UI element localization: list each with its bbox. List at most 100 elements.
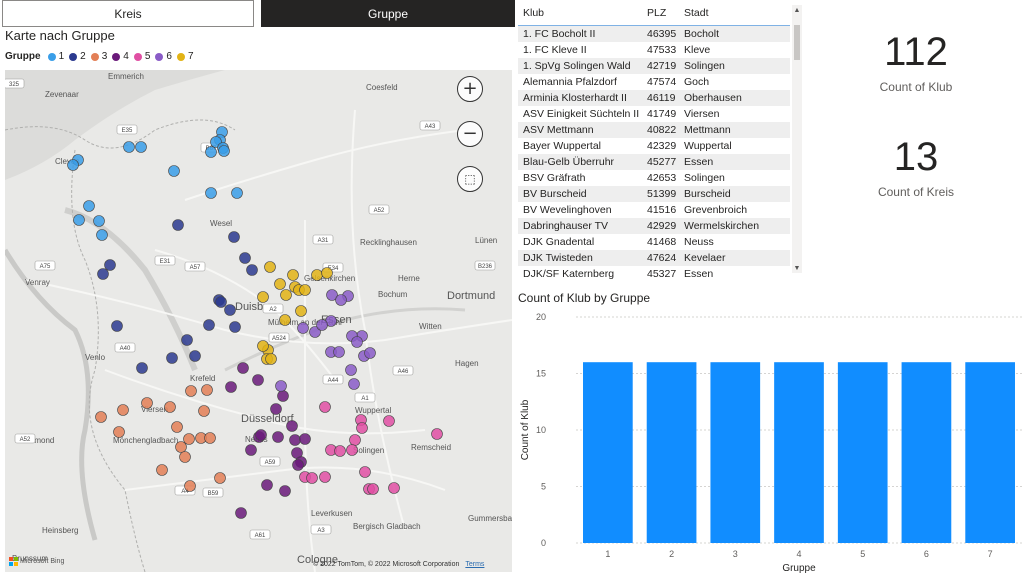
klub-table[interactable]: Klub PLZ Stadt 1. FC Bocholt II 46395 Boch…: [518, 0, 802, 282]
club-marker-group-2[interactable]: [215, 296, 227, 308]
club-marker-group-6[interactable]: [333, 346, 345, 358]
column-header-klub[interactable]: Klub: [523, 6, 545, 19]
club-marker-group-4[interactable]: [292, 459, 304, 471]
bar-gruppe-7[interactable]: [965, 362, 1015, 543]
club-marker-group-2[interactable]: [97, 268, 109, 280]
legend-item-1[interactable]: 1: [47, 51, 64, 62]
club-marker-group-3[interactable]: [113, 426, 125, 438]
club-marker-group-7[interactable]: [257, 291, 269, 303]
select-region-icon[interactable]: ⬚: [457, 166, 483, 192]
bar-gruppe-1[interactable]: [583, 362, 633, 543]
club-marker-group-4[interactable]: [299, 433, 311, 445]
zoom-out-icon[interactable]: −: [457, 121, 483, 147]
table-row[interactable]: Alemannia Pfalzdorf 47574 Goch: [518, 74, 790, 90]
club-marker-group-5[interactable]: [319, 471, 331, 483]
club-marker-group-2[interactable]: [203, 319, 215, 331]
table-row[interactable]: DJK Twisteden 47624 Kevelaer: [518, 250, 790, 266]
legend-item-4[interactable]: 4: [112, 51, 129, 62]
table-row[interactable]: Blau-Gelb Überruhr 45277 Essen: [518, 154, 790, 170]
scroll-up-icon[interactable]: ▲: [793, 6, 801, 14]
club-marker-group-2[interactable]: [228, 231, 240, 243]
club-marker-group-2[interactable]: [166, 352, 178, 364]
table-row[interactable]: DJK/SF Katernberg 45327 Essen: [518, 266, 790, 282]
club-marker-group-4[interactable]: [237, 362, 249, 374]
club-marker-group-2[interactable]: [104, 259, 116, 271]
club-marker-group-5[interactable]: [319, 401, 331, 413]
club-marker-group-2[interactable]: [189, 350, 201, 362]
legend-item-5[interactable]: 5: [133, 51, 150, 62]
club-marker-group-7[interactable]: [265, 353, 277, 365]
club-marker-group-2[interactable]: [172, 219, 184, 231]
club-marker-group-3[interactable]: [171, 421, 183, 433]
club-marker-group-2[interactable]: [111, 320, 123, 332]
club-marker-group-3[interactable]: [141, 397, 153, 409]
legend-item-3[interactable]: 3: [90, 51, 107, 62]
table-row[interactable]: 1. FC Bocholt II 46395 Bocholt: [518, 26, 790, 42]
bar-chart[interactable]: 0 5 10 15 20 1 2 3 4 5 6 7 Gruppe Count of Klub: [516, 305, 1024, 575]
club-marker-group-1[interactable]: [96, 229, 108, 241]
club-marker-group-6[interactable]: [297, 322, 309, 334]
club-marker-group-5[interactable]: [356, 422, 368, 434]
column-header-stadt[interactable]: Stadt: [684, 6, 709, 19]
club-marker-group-1[interactable]: [168, 165, 180, 177]
club-marker-group-3[interactable]: [175, 441, 187, 453]
club-marker-group-1[interactable]: [93, 215, 105, 227]
table-row[interactable]: ASV Einigkeit Süchteln II 41749 Viersen: [518, 106, 790, 122]
club-marker-group-4[interactable]: [255, 429, 267, 441]
club-marker-group-1[interactable]: [205, 146, 217, 158]
club-marker-group-1[interactable]: [83, 200, 95, 212]
club-marker-group-3[interactable]: [164, 401, 176, 413]
club-marker-group-5[interactable]: [334, 445, 346, 457]
scroll-down-icon[interactable]: ▼: [793, 264, 801, 272]
club-marker-group-7[interactable]: [287, 269, 299, 281]
club-marker-group-5[interactable]: [306, 472, 318, 484]
club-marker-group-6[interactable]: [364, 347, 376, 359]
club-marker-group-5[interactable]: [359, 466, 371, 478]
scroll-thumb[interactable]: [794, 25, 800, 60]
club-marker-group-7[interactable]: [257, 340, 269, 352]
club-marker-group-4[interactable]: [279, 485, 291, 497]
club-marker-group-1[interactable]: [73, 214, 85, 226]
club-marker-group-4[interactable]: [289, 434, 301, 446]
terms-link[interactable]: Terms: [465, 561, 485, 568]
club-marker-group-1[interactable]: [218, 145, 230, 157]
club-marker-group-7[interactable]: [264, 261, 276, 273]
map-canvas[interactable]: Zevenaar Emmerich Coesfeld Cleves Wesel Reckl…: [5, 70, 512, 572]
club-marker-group-3[interactable]: [183, 433, 195, 445]
club-marker-group-4[interactable]: [225, 381, 237, 393]
table-row[interactable]: BSV Gräfrath 42653 Solingen: [518, 170, 790, 186]
club-marker-group-3[interactable]: [204, 432, 216, 444]
legend-item-2[interactable]: 2: [69, 51, 86, 62]
club-marker-group-2[interactable]: [229, 321, 241, 333]
club-marker-group-7[interactable]: [280, 289, 292, 301]
legend-item-6[interactable]: 6: [155, 51, 172, 62]
club-marker-group-6[interactable]: [348, 378, 360, 390]
club-marker-group-6[interactable]: [316, 319, 328, 331]
table-row[interactable]: 1. SpVg Solingen Wald 42719 Solingen: [518, 58, 790, 74]
club-marker-group-3[interactable]: [214, 472, 226, 484]
club-marker-group-6[interactable]: [351, 336, 363, 348]
club-marker-group-4[interactable]: [277, 390, 289, 402]
club-marker-group-1[interactable]: [135, 141, 147, 153]
club-marker-group-3[interactable]: [185, 385, 197, 397]
bar-gruppe-5[interactable]: [837, 362, 888, 543]
club-marker-group-7[interactable]: [279, 314, 291, 326]
bar-gruppe-4[interactable]: [774, 362, 824, 543]
club-marker-group-1[interactable]: [123, 141, 135, 153]
club-marker-group-4[interactable]: [252, 374, 264, 386]
club-marker-group-5[interactable]: [349, 434, 361, 446]
club-marker-group-2[interactable]: [246, 264, 258, 276]
table-row[interactable]: DJK Gnadental 41468 Neuss: [518, 234, 790, 250]
club-marker-group-6[interactable]: [326, 289, 338, 301]
club-marker-group-7[interactable]: [274, 278, 286, 290]
club-marker-group-3[interactable]: [201, 384, 213, 396]
club-marker-group-7[interactable]: [299, 284, 311, 296]
table-row[interactable]: BV Wevelinghoven 41516 Grevenbroich: [518, 202, 790, 218]
club-marker-group-1[interactable]: [231, 187, 243, 199]
club-marker-group-4[interactable]: [272, 431, 284, 443]
club-marker-group-2[interactable]: [239, 252, 251, 264]
club-marker-group-4[interactable]: [286, 420, 298, 432]
club-marker-group-3[interactable]: [95, 411, 107, 423]
zoom-in-icon[interactable]: +: [457, 76, 483, 102]
club-marker-group-6[interactable]: [335, 294, 347, 306]
